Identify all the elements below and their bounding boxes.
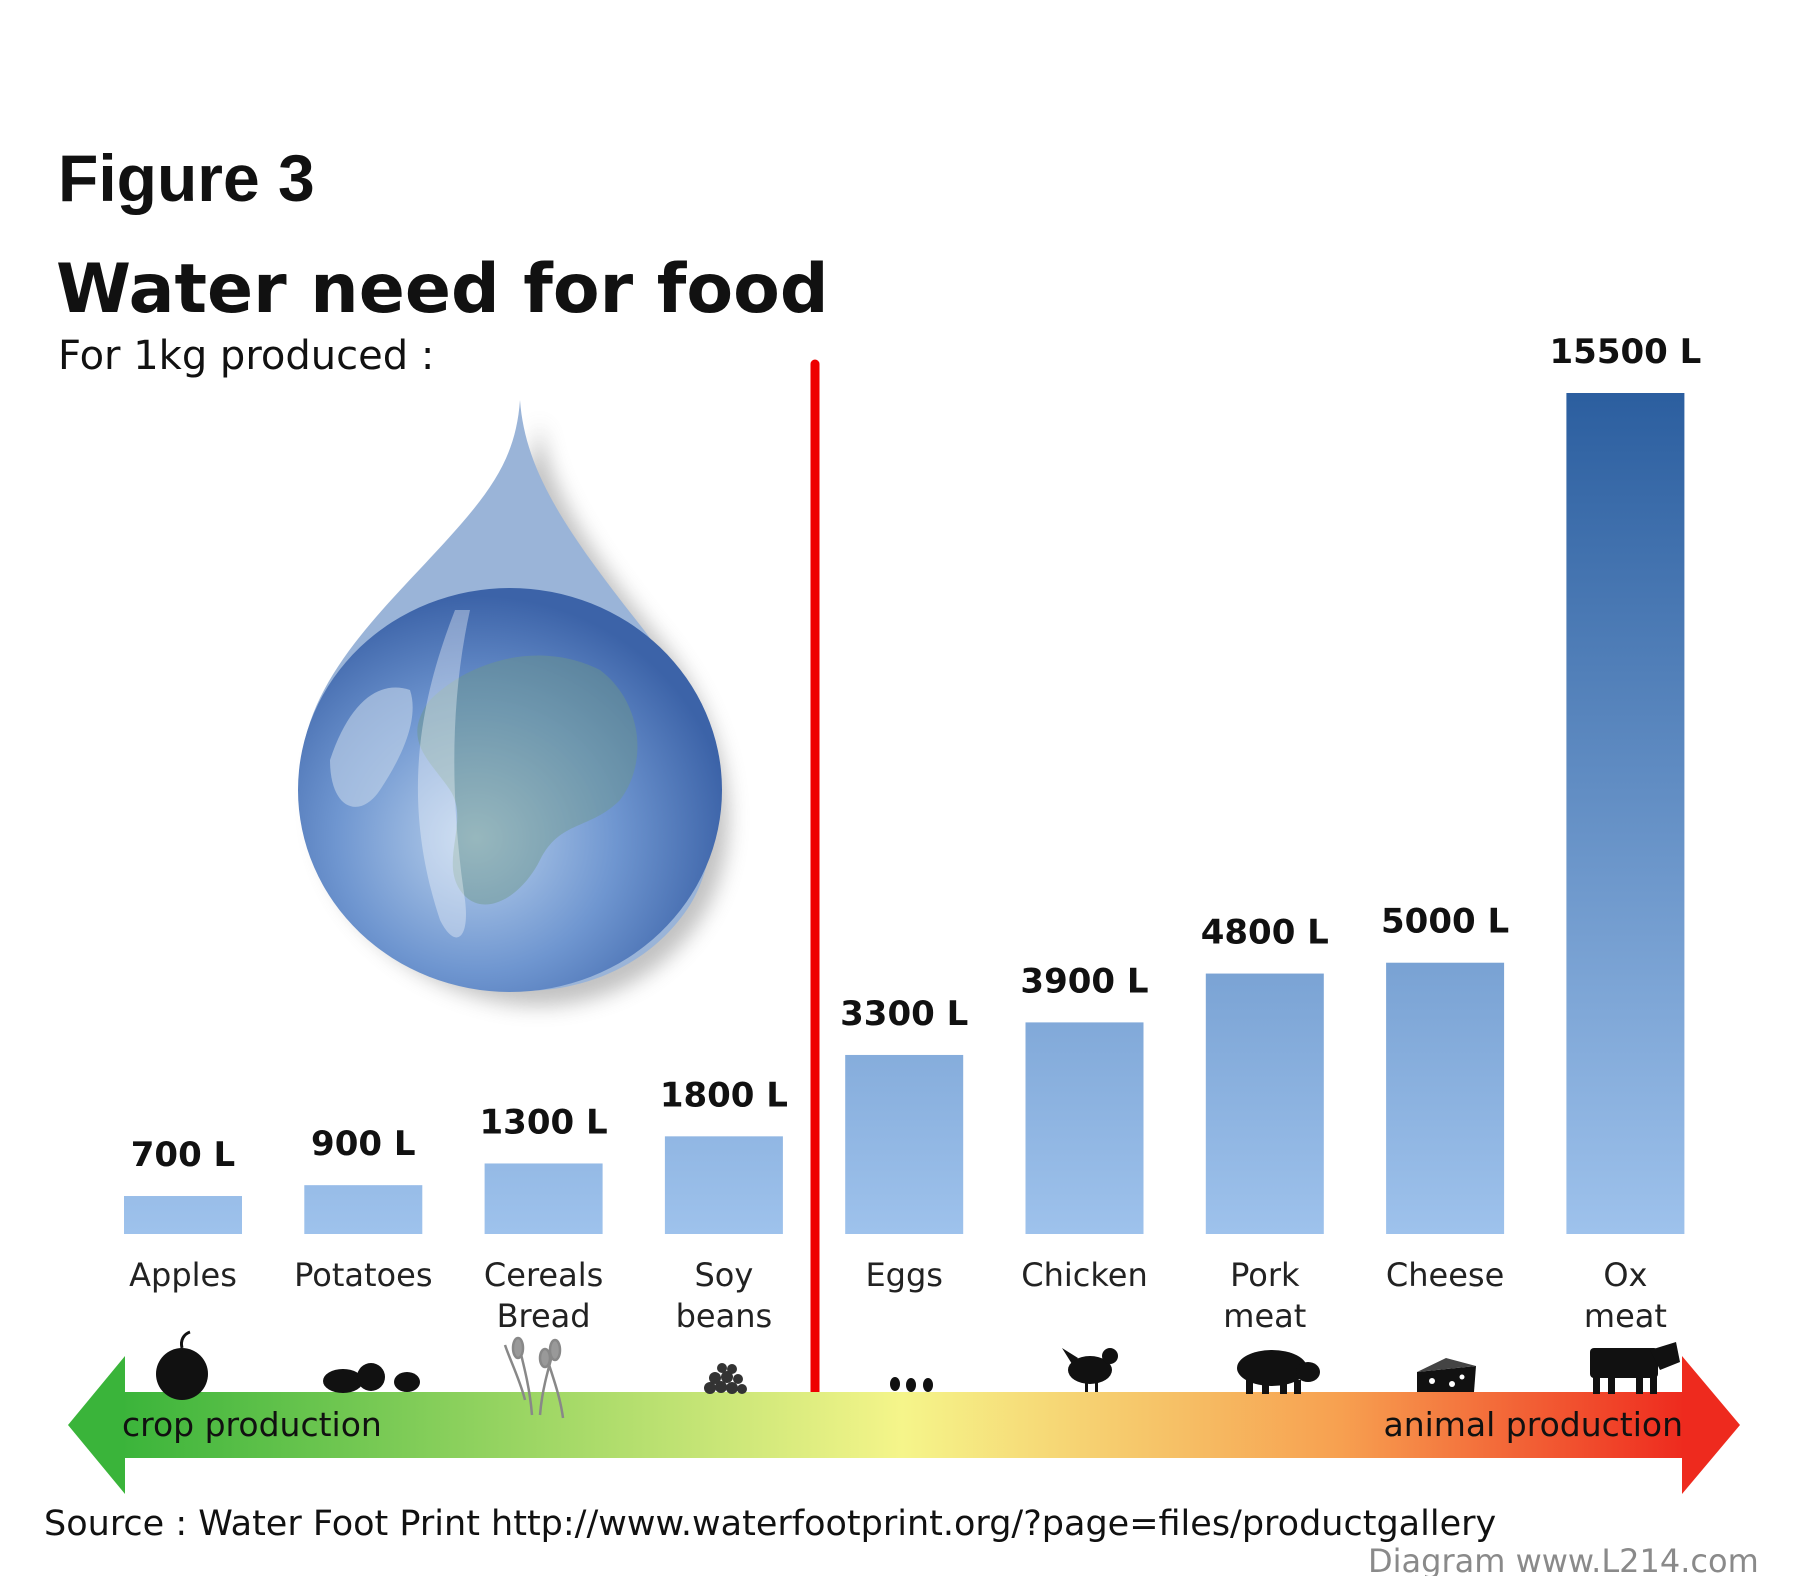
bar-ox-meat [1566,393,1685,1234]
chart-title: Water need for food [56,250,829,329]
category-label-soy-beans: Soy beans [676,1256,773,1335]
value-label-chicken: 3900 L [1020,961,1148,1001]
value-label-soy-beans: 1800 L [660,1075,788,1115]
category-label-cheese: Cheese [1386,1256,1504,1294]
wheat-icon [503,1336,565,1419]
category-label-cereals-bread: Cereals Bread [484,1256,603,1335]
pig-icon [1237,1350,1320,1394]
category-label-ox-meat: Ox meat [1584,1256,1667,1335]
value-label-apples: 700 L [131,1135,235,1175]
bar-potatoes [304,1185,423,1234]
category-label-pork-meat: Pork meat [1223,1256,1306,1335]
cheese-icon [1417,1358,1476,1392]
water-drop-earth-icon [298,400,729,1006]
bar-chicken [1025,1022,1144,1234]
value-label-ox-meat: 15500 L [1550,332,1702,372]
chart-subtitle: For 1kg produced : [58,333,435,379]
bar-apples [124,1196,242,1234]
eggs-icon [890,1377,933,1392]
soybeans-icon [704,1363,747,1394]
bar-pork-meat [1205,973,1324,1234]
potatoes-icon [323,1363,420,1393]
apple-icon [156,1330,208,1400]
category-label-potatoes: Potatoes [294,1256,432,1294]
value-label-potatoes: 900 L [311,1124,415,1164]
source-citation: Source : Water Foot Print http://www.wat… [44,1504,1497,1544]
crop-production-label: crop production [122,1405,382,1444]
bar-soy-beans [664,1136,783,1234]
bar-cheese [1386,962,1505,1234]
animal-production-label: animal production [1383,1405,1683,1444]
production-arrow [68,1356,1740,1494]
value-label-cheese: 5000 L [1381,902,1509,942]
category-label-chicken: Chicken [1021,1256,1147,1294]
value-label-eggs: 3300 L [840,994,968,1034]
category-label-eggs: Eggs [865,1256,943,1294]
bar-cereals-bread [484,1163,603,1234]
chicken-icon [1062,1348,1118,1392]
cow-icon [1590,1342,1680,1394]
figure-label: Figure 3 [58,141,315,215]
bars-layer: 700 L Apples 900 L Potatoes 1300 L Cereals Bre… [124,332,1701,1335]
category-label-apples: Apples [129,1256,237,1294]
value-label-pork-meat: 4800 L [1201,913,1329,953]
bar-eggs [845,1054,964,1234]
diagram-credit: Diagram www.L214.com [1368,1542,1759,1576]
value-label-cereals-bread: 1300 L [480,1102,608,1142]
